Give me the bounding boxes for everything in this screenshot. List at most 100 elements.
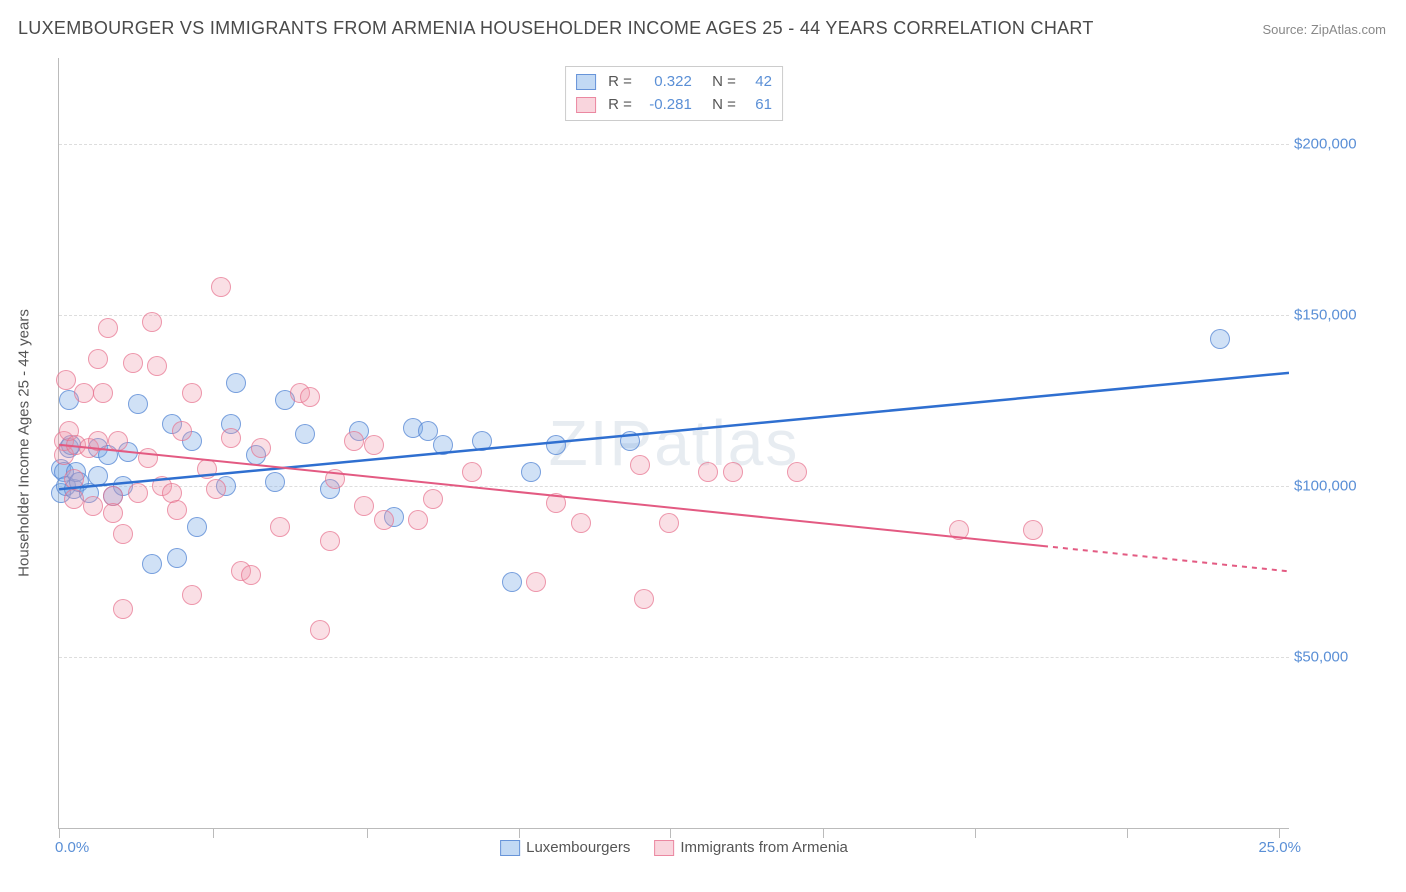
data-point [630, 455, 650, 475]
data-point [659, 513, 679, 533]
legend-r-value: -0.281 [640, 94, 692, 117]
legend-stats: R = 0.322 N = 42 R = -0.281 N = 61 [565, 66, 783, 121]
y-tick-label: $100,000 [1294, 477, 1369, 494]
data-point [546, 493, 566, 513]
legend-item: Luxembourgers [500, 839, 630, 856]
data-point [354, 496, 374, 516]
x-tick [1279, 828, 1280, 838]
legend-r-label: R = [608, 71, 632, 94]
legend-n-value: 61 [744, 94, 772, 117]
data-point [364, 435, 384, 455]
legend-series: Luxembourgers Immigrants from Armenia [500, 839, 848, 856]
data-point [108, 431, 128, 451]
data-point [187, 517, 207, 537]
source-attribution: Source: ZipAtlas.com [1262, 22, 1386, 37]
chart-title: LUXEMBOURGER VS IMMIGRANTS FROM ARMENIA … [18, 18, 1094, 39]
data-point [320, 531, 340, 551]
data-point [344, 431, 364, 451]
x-tick [975, 828, 976, 838]
data-point [325, 469, 345, 489]
data-point [698, 462, 718, 482]
data-point [270, 517, 290, 537]
data-point [221, 428, 241, 448]
grid-line [59, 144, 1289, 145]
data-point [408, 510, 428, 530]
legend-item: Immigrants from Armenia [654, 839, 848, 856]
x-tick [367, 828, 368, 838]
data-point [374, 510, 394, 530]
legend-swatch [500, 840, 520, 856]
data-point [295, 424, 315, 444]
data-point [123, 353, 143, 373]
legend-n-label: N = [704, 71, 736, 94]
data-point [265, 472, 285, 492]
data-point [142, 312, 162, 332]
legend-stats-row: R = -0.281 N = 61 [576, 94, 772, 117]
data-point [1023, 520, 1043, 540]
legend-r-label: R = [608, 94, 632, 117]
x-axis-end-label: 25.0% [1258, 839, 1301, 856]
data-point [167, 500, 187, 520]
data-point [93, 383, 113, 403]
data-point [502, 572, 522, 592]
data-point [56, 370, 76, 390]
data-point [172, 421, 192, 441]
data-point [521, 462, 541, 482]
data-point [634, 589, 654, 609]
data-point [241, 565, 261, 585]
legend-swatch [576, 74, 596, 90]
y-axis-title: Householder Income Ages 25 - 44 years [16, 309, 33, 577]
data-point [64, 469, 84, 489]
data-point [300, 387, 320, 407]
data-point [88, 349, 108, 369]
data-point [310, 620, 330, 640]
data-point [571, 513, 591, 533]
x-tick [670, 828, 671, 838]
data-point [182, 585, 202, 605]
data-point [167, 548, 187, 568]
data-point [113, 524, 133, 544]
data-point [138, 448, 158, 468]
grid-line [59, 315, 1289, 316]
data-point [74, 383, 94, 403]
data-point [88, 431, 108, 451]
data-point [723, 462, 743, 482]
legend-label: Immigrants from Armenia [680, 839, 848, 856]
x-tick [213, 828, 214, 838]
x-axis-start-label: 0.0% [55, 839, 89, 856]
data-point [620, 431, 640, 451]
data-point [472, 431, 492, 451]
data-point [226, 373, 246, 393]
data-point [197, 459, 217, 479]
y-tick-label: $200,000 [1294, 135, 1369, 152]
watermark: ZIPatlas [549, 406, 800, 480]
legend-n-value: 42 [744, 71, 772, 94]
x-tick [1127, 828, 1128, 838]
legend-n-label: N = [704, 94, 736, 117]
data-point [546, 435, 566, 455]
legend-label: Luxembourgers [526, 839, 630, 856]
data-point [423, 489, 443, 509]
legend-stats-row: R = 0.322 N = 42 [576, 71, 772, 94]
data-point [206, 479, 226, 499]
legend-r-value: 0.322 [640, 71, 692, 94]
y-tick-label: $150,000 [1294, 306, 1369, 323]
data-point [88, 466, 108, 486]
data-point [142, 554, 162, 574]
data-point [83, 496, 103, 516]
grid-line [59, 486, 1289, 487]
data-point [251, 438, 271, 458]
data-point [147, 356, 167, 376]
data-point [98, 318, 118, 338]
data-point [128, 483, 148, 503]
grid-line [59, 657, 1289, 658]
data-point [526, 572, 546, 592]
y-tick-label: $50,000 [1294, 648, 1369, 665]
data-point [113, 599, 133, 619]
data-point [103, 503, 123, 523]
data-point [128, 394, 148, 414]
data-point [1210, 329, 1230, 349]
trend-lines [59, 58, 1289, 828]
data-point [949, 520, 969, 540]
legend-swatch [654, 840, 674, 856]
